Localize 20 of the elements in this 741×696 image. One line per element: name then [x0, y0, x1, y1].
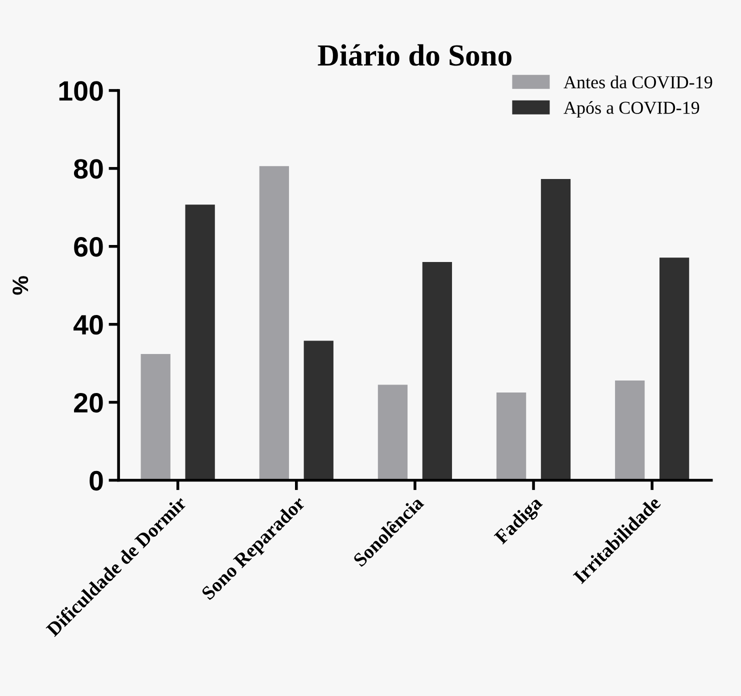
bar — [496, 392, 526, 480]
bar — [422, 262, 452, 480]
y-axis-title: % — [12, 276, 28, 295]
bar — [304, 340, 334, 480]
legend-label: Após a COVID-19 — [564, 101, 700, 118]
bar — [378, 384, 408, 480]
y-tick-label: 20 — [74, 392, 103, 413]
bar — [185, 204, 215, 480]
bar — [615, 380, 645, 480]
y-tick-label: 80 — [74, 159, 103, 179]
bar — [259, 166, 289, 480]
bar — [659, 258, 690, 480]
y-tick-label: 0 — [90, 470, 103, 491]
y-tick-label: 60 — [74, 237, 103, 257]
bar — [140, 354, 170, 480]
y-tick-label: 100 — [59, 81, 103, 101]
y-tick-label: 40 — [74, 315, 103, 335]
legend-label: Antes da COVID-19 — [564, 76, 712, 88]
bar — [540, 178, 571, 480]
chart-title: Diário do Sono — [318, 44, 512, 66]
